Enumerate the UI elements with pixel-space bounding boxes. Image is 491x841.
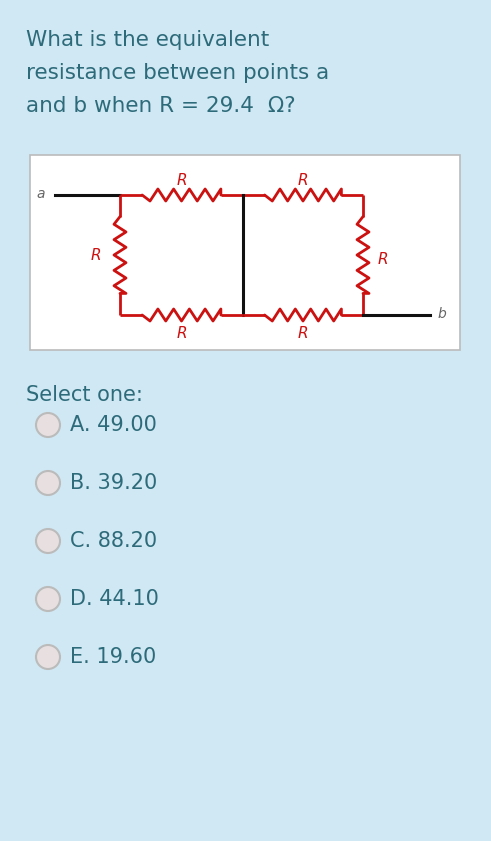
Circle shape xyxy=(36,529,60,553)
Text: Select one:: Select one: xyxy=(26,385,143,405)
Text: C. 88.20: C. 88.20 xyxy=(70,531,157,551)
Text: R: R xyxy=(378,252,388,267)
Text: b: b xyxy=(438,307,447,321)
Circle shape xyxy=(36,471,60,495)
Text: E. 19.60: E. 19.60 xyxy=(70,647,156,667)
Circle shape xyxy=(36,413,60,437)
Text: R: R xyxy=(298,172,308,188)
Text: R: R xyxy=(176,325,187,341)
FancyBboxPatch shape xyxy=(30,155,460,350)
Circle shape xyxy=(36,645,60,669)
Circle shape xyxy=(36,587,60,611)
Text: D. 44.10: D. 44.10 xyxy=(70,589,159,609)
Text: resistance between points a: resistance between points a xyxy=(26,63,329,83)
Text: A. 49.00: A. 49.00 xyxy=(70,415,157,435)
Text: R: R xyxy=(298,325,308,341)
Text: R: R xyxy=(176,172,187,188)
Text: B. 39.20: B. 39.20 xyxy=(70,473,157,493)
Text: What is the equivalent: What is the equivalent xyxy=(26,30,269,50)
Text: and b when R = 29.4  Ω?: and b when R = 29.4 Ω? xyxy=(26,96,296,116)
Text: R: R xyxy=(91,247,101,262)
Text: a: a xyxy=(36,187,45,201)
